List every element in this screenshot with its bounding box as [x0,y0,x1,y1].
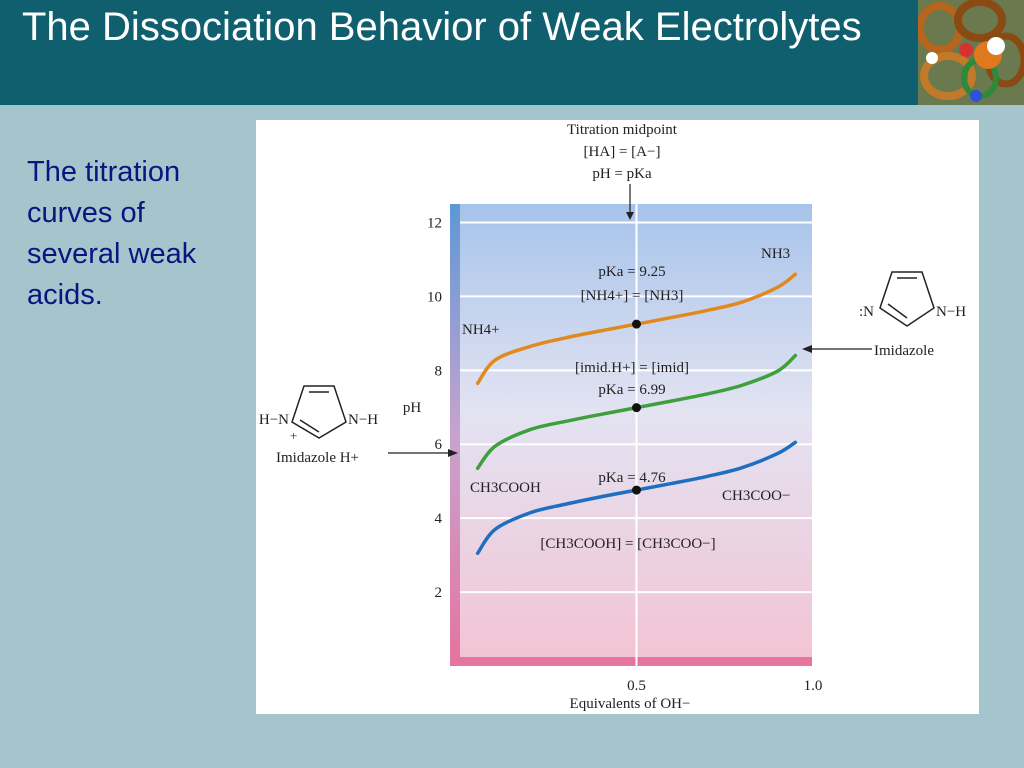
ch3cooh-label: CH3COOH [470,480,541,496]
nh4-equality-label: [NH4+] = [NH3] [581,288,684,304]
imid-pka-label: pKa = 6.99 [598,382,665,398]
x-tick-label-1: 1.0 [804,678,823,694]
acetic-equality-label: [CH3COOH] = [CH3COO−] [540,536,715,552]
imidazole-h-arrowhead [448,449,458,457]
protein-structure-icon [918,0,1024,105]
y-tick-label-4: 10 [427,289,442,305]
y-tick-label-0: 2 [435,585,443,601]
imidazole-structure: :N N−H [859,271,966,327]
logo-image [918,0,1024,105]
midpoint-annotation-line3: pH = pKa [592,166,652,182]
imidazole-h-plus: + [290,428,297,443]
gridlines [460,204,814,666]
x-axis-label: Equivalents of OH− [570,696,691,712]
midpoint-annotation-line2: [HA] = [A−] [584,144,661,160]
titration-chart: 2 4 6 8 10 12 0.5 1.0 Titration midpoint [HA] … [259,122,966,712]
nh3-label: NH3 [761,246,790,262]
imidazole-h-label: Imidazole H+ [276,450,359,466]
slide-title: The Dissociation Behavior of Weak Electr… [22,5,862,49]
imid-equality-label: [imid.H+] = [imid] [575,360,689,376]
imidazole-label: Imidazole [874,343,934,359]
y-tick-label-5: 12 [427,215,442,231]
body-text: The titration curves of several weak aci… [27,156,197,311]
titration-figure: 2 4 6 8 10 12 0.5 1.0 Titration midpoint [HA] … [256,120,979,714]
y-tick-label-2: 6 [435,437,443,453]
imidazole-h-right-nh: N−H [348,412,378,428]
midpoint-arrowhead [626,212,634,220]
imidazole-left-n: :N [859,304,874,320]
x-tick-label-0: 0.5 [627,678,646,694]
x-tick-labels: 0.5 1.0 [627,678,822,694]
midpoint-dot-2 [632,485,641,495]
midpoint-dot-1 [632,403,641,413]
imidazole-h-left-hn: H−N [259,412,289,428]
y-axis-label: pH [403,400,422,416]
y-tick-label-1: 4 [435,511,443,527]
midpoint-dots [632,319,641,495]
imidazole-right-nh: N−H [936,304,966,320]
y-axis-strip [450,204,460,666]
acetic-pka-label: pKa = 4.76 [598,470,666,486]
plot-background [450,204,813,666]
ch3coo-label: CH3COO− [722,488,790,504]
y-tick-labels: 2 4 6 8 10 12 [427,215,443,601]
x-axis-strip [450,657,813,666]
nh4-label: NH4+ [462,322,500,338]
midpoint-annotation-line1: Titration midpoint [567,122,678,138]
y-tick-label-3: 8 [435,363,443,379]
title-bar: The Dissociation Behavior of Weak Electr… [0,0,918,105]
imidazole-h-structure: H−N N−H + [259,385,378,443]
imidazole-arrowhead [802,345,812,353]
midpoint-dot-0 [632,319,641,329]
nh3-pka-label: pKa = 9.25 [598,264,665,280]
